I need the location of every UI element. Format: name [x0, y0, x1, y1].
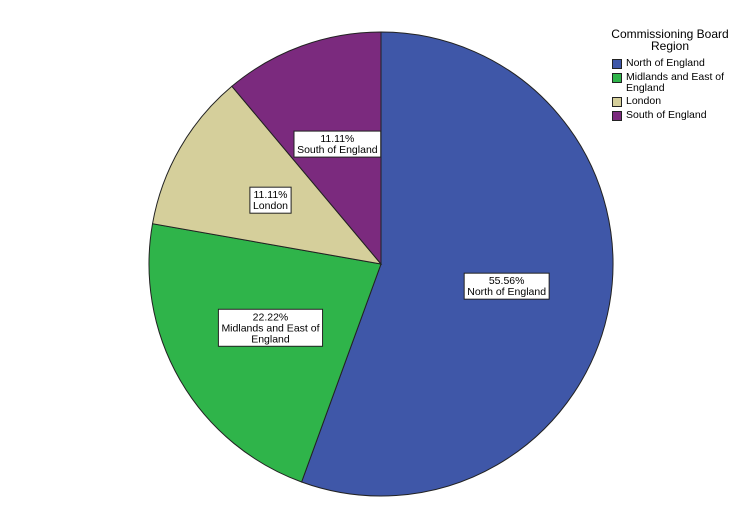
data-label-line: South of England	[297, 144, 378, 156]
data-label-south-of-england: 11.11%South of England	[293, 130, 382, 158]
legend-title: Commissioning Board Region	[611, 27, 729, 53]
pie-slice-london	[151, 85, 383, 265]
data-label-line: Midlands and East of	[221, 322, 319, 334]
data-label-north-of-england: 55.56%North of England	[463, 272, 550, 300]
data-label-line: London	[253, 200, 288, 212]
legend-swatch-north-of-england	[612, 59, 622, 69]
legend-label-london: London	[626, 95, 662, 107]
legend-swatch-south-of-england	[612, 111, 622, 121]
legend-item-london: London	[611, 96, 751, 107]
data-label-line: 11.11%	[253, 189, 287, 201]
data-label-line: 22.22%	[253, 311, 289, 323]
legend-label-midlands-and-east-of-england: Midlands and East of England	[626, 71, 725, 94]
legend-swatch-london	[612, 97, 622, 107]
legend-swatch-midlands-and-east-of-england	[612, 73, 622, 83]
data-label-london: 11.11%London	[249, 186, 292, 214]
legend-item-south-of-england: South of England	[611, 110, 751, 121]
data-label-line: 55.56%	[489, 275, 525, 287]
data-label-line: England	[251, 333, 290, 345]
pie-slice-midlands-and-east-of-england	[148, 223, 382, 483]
legend-item-midlands-and-east-of-england: Midlands and East of England	[611, 72, 751, 93]
legend-label-south-of-england: South of England	[626, 109, 707, 121]
legend-item-north-of-england: North of England	[611, 58, 751, 69]
data-label-line: North of England	[467, 286, 546, 298]
legend: Commissioning Board Region North of Engl…	[611, 28, 751, 124]
data-label-line: 11.11%	[320, 133, 354, 145]
pie-slice-north-of-england	[300, 31, 614, 497]
legend-label-north-of-england: North of England	[626, 57, 705, 69]
